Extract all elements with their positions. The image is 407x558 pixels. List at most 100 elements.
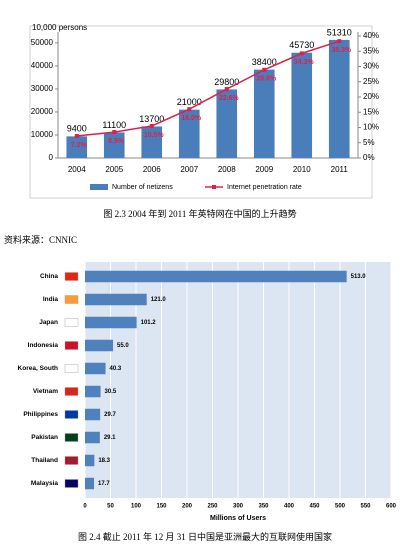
x-tick-label: 2005 (105, 165, 123, 174)
bar-label: 29800 (214, 77, 239, 87)
flag (64, 341, 79, 350)
x-tick-label: 200 (182, 504, 193, 510)
bar-label: 13700 (139, 114, 164, 124)
category-label: Philippines (23, 411, 58, 418)
y2-tick-label: 35% (363, 46, 379, 55)
bar-label: 55.0 (117, 343, 129, 349)
bar (178, 109, 200, 158)
bar (253, 69, 275, 158)
marker (299, 51, 304, 56)
bar-label: 21000 (177, 97, 202, 107)
bar-label: 40.3 (110, 366, 122, 372)
x-tick-label: 2008 (218, 165, 236, 174)
y-tick-label: 30000 (31, 84, 54, 93)
x-tick-label: 550 (360, 504, 371, 510)
bar (85, 431, 100, 444)
bar (216, 89, 238, 158)
x-tick-label: 600 (386, 504, 397, 510)
point-label: 28.9% (256, 76, 277, 83)
bar-label: 51310 (327, 27, 352, 37)
marker (112, 130, 117, 135)
x-tick-label: 100 (131, 504, 142, 510)
x-tick-label: 2007 (180, 165, 198, 174)
legend-swatch (212, 185, 216, 189)
marker (224, 87, 229, 92)
bar (85, 454, 95, 467)
x-tick-label: 2010 (293, 165, 311, 174)
bar (85, 385, 101, 398)
x-tick-label: 50 (107, 504, 114, 510)
flag (64, 410, 79, 419)
category-label: Malaysia (31, 480, 58, 487)
legend-swatch (90, 184, 108, 190)
bar-label: 45730 (289, 40, 314, 50)
x-tick-label: 150 (156, 504, 167, 510)
point-label: 7.2% (71, 142, 88, 149)
x-tick-label: 450 (309, 504, 320, 510)
bar-label: 9400 (67, 124, 87, 134)
bar (85, 270, 347, 283)
category-label: Indonesia (28, 342, 59, 349)
x-tick-label: 250 (207, 504, 218, 510)
flag (64, 318, 79, 327)
y2-tick-label: 30% (363, 62, 379, 71)
source: 资料来源：CNNIC (4, 234, 77, 245)
y2-tick-label: 10% (363, 123, 379, 132)
x-tick-label: 2006 (143, 165, 161, 174)
legend-label: Number of netizens (112, 184, 173, 191)
y2-tick-label: 25% (363, 77, 379, 86)
bar-label: 121.0 (151, 297, 167, 303)
x-tick-label: 300 (233, 504, 244, 510)
y2-tick-label: 5% (363, 138, 375, 147)
point-label: 10.5% (144, 132, 165, 139)
marker (262, 67, 267, 72)
x-tick-label: 0 (83, 504, 87, 510)
x-tick-label: 400 (284, 504, 295, 510)
category-label: Thailand (31, 457, 58, 464)
bar (85, 477, 95, 490)
marker (149, 123, 154, 128)
bar (85, 362, 106, 375)
bar-label: 29.1 (104, 435, 116, 441)
y2-tick-label: 0% (363, 153, 375, 162)
bar-label: 17.7 (98, 481, 110, 487)
flag (64, 456, 79, 465)
x-tick-label: 2011 (331, 165, 349, 174)
x-tick-label: 500 (335, 504, 346, 510)
y-tick-label: 50000 (31, 38, 54, 47)
point-label: 16.0% (181, 115, 202, 122)
x-tick-label: 2004 (68, 165, 86, 174)
y-tick-label: 10000 (31, 130, 54, 139)
bar-label: 30.5 (105, 389, 117, 395)
bar-label: 18.3 (98, 458, 110, 464)
marker (187, 107, 192, 112)
caption: 图 2.4 截止 2011 年 12 月 31 日中国是亚洲最大的互联网使用国家 (78, 531, 332, 542)
flag (64, 364, 79, 373)
bar (85, 316, 137, 329)
bar (291, 52, 313, 158)
category-label: Pakistan (31, 434, 58, 441)
point-label: 38.3% (331, 47, 352, 54)
marker (337, 39, 342, 44)
flag (64, 479, 79, 488)
bar (66, 136, 88, 158)
x-tick-label: 350 (258, 504, 269, 510)
category-label: Korea, South (18, 365, 58, 372)
flag (64, 433, 79, 442)
marker (74, 134, 79, 139)
bar-label: 11100 (102, 120, 126, 130)
bar-label: 513.0 (351, 274, 367, 280)
point-label: 22.6% (219, 95, 240, 102)
bar-label: 29.7 (104, 412, 116, 418)
chart1-frame (29, 25, 373, 199)
legend-label: Internet penetration rate (227, 184, 302, 191)
bar-label: 101.2 (141, 320, 157, 326)
y-tick-label: 0 (49, 153, 54, 162)
bar (141, 126, 163, 158)
bar-label: 38400 (252, 57, 277, 67)
bar (328, 39, 350, 158)
x-axis-label: Millions of Users (210, 515, 266, 522)
bar (85, 408, 101, 421)
flag (64, 272, 79, 281)
